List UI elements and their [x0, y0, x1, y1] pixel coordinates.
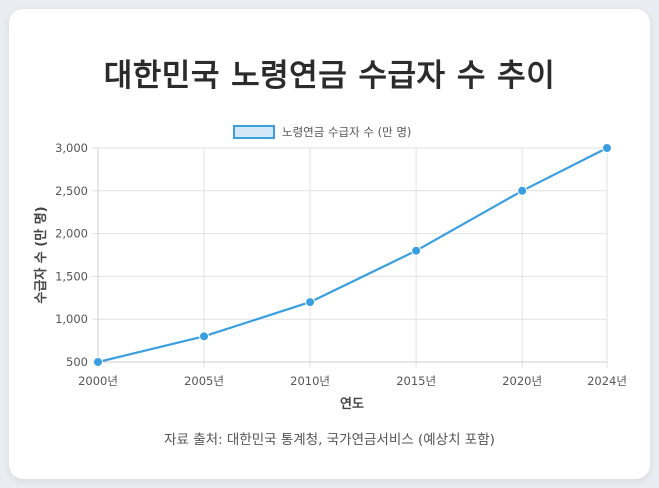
series-line [97, 147, 608, 364]
data-point [411, 245, 422, 256]
data-point [602, 143, 612, 153]
legend: 노령연금 수급자 수 (만 명) [233, 125, 411, 139]
x-tick-label: 2005년 [184, 374, 224, 388]
series [93, 143, 612, 367]
y-tick-label: 500 [66, 355, 88, 369]
x-tick-label: 2024년 [587, 374, 627, 388]
data-point [199, 331, 210, 342]
axes: 500 1,000 1,500 2,000 2,500 3,000 2000년 2005년 20… [55, 141, 627, 388]
legend-swatch [233, 125, 275, 139]
legend-label: 노령연금 수급자 수 (만 명) [282, 125, 411, 139]
y-tick-label: 3,000 [55, 141, 88, 155]
chart-card [9, 9, 650, 479]
x-tick-label: 2020년 [502, 374, 542, 388]
x-axis-title: 연도 [340, 397, 364, 412]
source-note: 자료 출처: 대한민국 통계청, 국가연금서비스 (예상치 포함) [164, 432, 495, 448]
y-axis-title: 수급자 수 (만 명) [33, 206, 49, 303]
x-tick-label: 2015년 [396, 374, 436, 388]
y-tick-label: 1,000 [55, 312, 88, 326]
grid [92, 147, 608, 368]
x-tick-label: 2000년 [78, 374, 118, 388]
data-point [517, 185, 528, 196]
data-point [93, 357, 103, 367]
chart-title: 대한민국 노령연금 수급자 수 추이 [103, 58, 556, 94]
data-point [305, 297, 316, 308]
y-tick-label: 2,000 [55, 227, 88, 241]
y-tick-label: 1,500 [55, 269, 88, 283]
x-tick-label: 2010년 [290, 374, 330, 388]
y-tick-label: 2,500 [55, 184, 88, 198]
